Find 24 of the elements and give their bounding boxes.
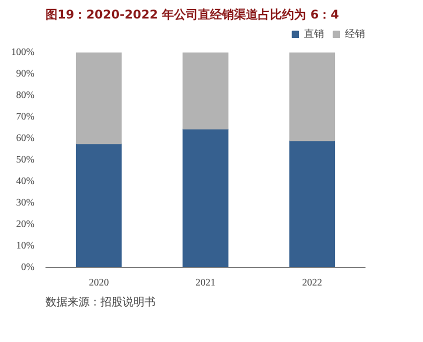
bar [289,52,336,142]
legend-label: 直销 [304,28,324,41]
y-tick-label: 100% [11,47,35,58]
legend-label: 经销 [345,28,365,41]
chart-title: 图19：2020-2022 年公司直经销渠道占比约为 6：4 [46,8,340,22]
y-tick-label: 40% [16,176,35,187]
x-tick-label: 2020 [88,278,109,288]
y-tick-label: 60% [16,133,35,144]
y-tick-label: 10% [16,240,35,252]
x-tick-label: 2022 [302,278,322,288]
y-tick-label: 20% [16,219,35,230]
x-tick-label: 2021 [196,278,216,288]
y-tick-label: 70% [16,112,35,122]
source-note: 数据来源：招股说明书 [46,296,156,308]
y-tick-label: 0% [21,262,35,273]
bar [182,128,228,268]
y-tick-label: 50% [16,154,35,166]
bar [76,143,122,268]
y-tick-label: 80% [16,90,35,101]
bar [76,52,122,144]
y-tick-label: 90% [16,68,35,80]
bar [289,140,336,268]
bar [182,52,228,130]
y-tick-label: 30% [16,198,35,208]
